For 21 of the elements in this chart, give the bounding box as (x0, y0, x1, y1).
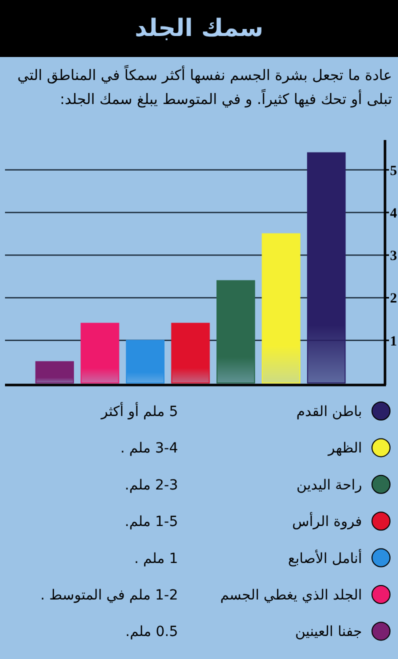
y-tick-label: 4 (390, 206, 397, 222)
legend-label: الظهر (327, 440, 362, 457)
legend-label: راحة اليدين (296, 477, 362, 494)
legend-label: الجلد الذي يغطي الجسم (220, 588, 362, 604)
y-tick-label: 1 (390, 334, 397, 350)
text: 1-2 ملم في المتوسط . (40, 588, 178, 604)
y-tick-label: 5 (390, 164, 397, 179)
legend-label: باطن القدم (296, 404, 362, 420)
text: 3-4 ملم . (120, 440, 178, 457)
y-tick-label: 3 (390, 249, 397, 264)
legend-label: جفنا العينين (295, 624, 362, 640)
text: 5 ملم أو أكثر (100, 402, 178, 420)
legend-label: أنامل الأصابع (288, 548, 362, 567)
text: 1 ملم . (134, 550, 178, 567)
legend-label: فروة الرأس (292, 512, 362, 530)
text: 2-3 ملم. (124, 477, 178, 494)
text: 0.5 ملم. (125, 624, 178, 640)
chart-subtitle: عادة ما تجعل بشرة الجسم نفسها أكثر سمكاً في المناطق التي تبلى أو تحك فيها كثيراً. و في المتوسط يبلغ سمك الجلد: (16, 64, 392, 110)
y-tick-label: 2 (390, 292, 397, 307)
text: 1-5 ملم. (124, 514, 178, 530)
chart-title: سمك الجلد (0, 0, 398, 57)
